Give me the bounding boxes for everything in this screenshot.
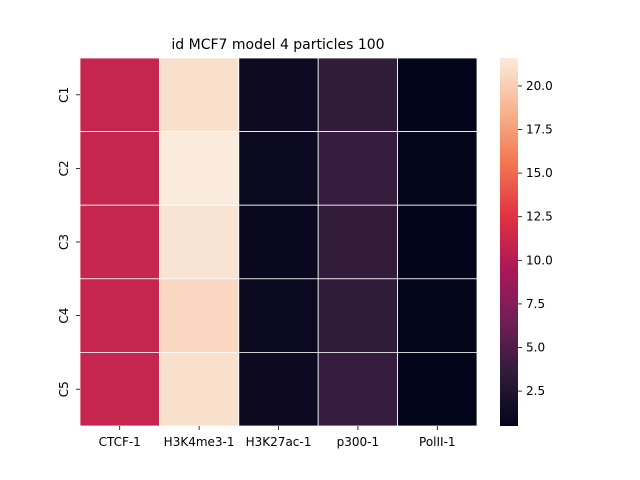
heatmap-cell bbox=[238, 351, 319, 427]
x-tick-label: H3K27ac-1 bbox=[246, 435, 312, 449]
colorbar: 2.5 5.0 7.5 10.0 12.5 15.0 17.5 20.0 bbox=[500, 58, 553, 426]
y-tick-label: C4 bbox=[57, 308, 71, 324]
y-tick-label: C1 bbox=[57, 87, 71, 103]
heatmap-cell bbox=[317, 278, 399, 353]
heatmap-cell bbox=[317, 131, 399, 206]
x-tick-label: CTCF-1 bbox=[99, 435, 141, 449]
heatmap-cells bbox=[79, 57, 478, 427]
colorbar-tick-label: 5.0 bbox=[526, 341, 545, 355]
heatmap-cell bbox=[317, 351, 399, 427]
colorbar-gradient bbox=[500, 58, 518, 426]
heatmap-cell bbox=[158, 351, 240, 427]
heatmap-cell bbox=[317, 57, 399, 132]
y-tick-label: C2 bbox=[57, 160, 71, 176]
heatmap-cell bbox=[238, 131, 319, 206]
y-axis-ticks: C1 C2 C3 C4 C5 bbox=[57, 87, 80, 397]
colorbar-tick-label: 10.0 bbox=[526, 253, 553, 267]
x-axis-ticks: CTCF-1 H3K4me3-1 H3K27ac-1 p300-1 PolII-1 bbox=[99, 426, 456, 449]
x-tick-label: PolII-1 bbox=[419, 435, 456, 449]
heatmap-cell bbox=[79, 278, 160, 353]
colorbar-tick-label: 15.0 bbox=[526, 166, 553, 180]
heatmap-cell bbox=[317, 204, 399, 280]
heatmap-cell bbox=[397, 278, 478, 353]
x-tick-label: p300-1 bbox=[337, 435, 380, 449]
heatmap-cell bbox=[79, 351, 160, 427]
colorbar-tick-label: 17.5 bbox=[526, 123, 553, 137]
heatmap-cell bbox=[158, 57, 240, 132]
heatmap-cell bbox=[79, 131, 160, 206]
colorbar-tick-label: 2.5 bbox=[526, 384, 545, 398]
y-tick-label: C5 bbox=[57, 381, 71, 397]
heatmap-cell bbox=[158, 204, 240, 280]
chart-title: id MCF7 model 4 particles 100 bbox=[171, 37, 384, 53]
colorbar-tick-label: 20.0 bbox=[526, 79, 553, 93]
heatmap-cell bbox=[397, 131, 478, 206]
heatmap-cell bbox=[397, 204, 478, 280]
colorbar-tick-label: 7.5 bbox=[526, 297, 545, 311]
heatmap-cell bbox=[238, 57, 319, 132]
heatmap-cell bbox=[397, 57, 478, 132]
heatmap-cell bbox=[158, 278, 240, 353]
colorbar-tick-label: 12.5 bbox=[526, 210, 553, 224]
y-tick-label: C3 bbox=[57, 234, 71, 250]
colorbar-ticks: 2.5 5.0 7.5 10.0 12.5 15.0 17.5 20.0 bbox=[518, 79, 553, 398]
heatmap-cell bbox=[238, 278, 319, 353]
heatmap-cell bbox=[397, 351, 478, 427]
heatmap-cell bbox=[238, 204, 319, 280]
x-tick-label: H3K4me3-1 bbox=[164, 435, 235, 449]
heatmap-cell bbox=[79, 57, 160, 132]
heatmap-cell bbox=[158, 131, 240, 206]
heatmap-cell bbox=[79, 204, 160, 280]
